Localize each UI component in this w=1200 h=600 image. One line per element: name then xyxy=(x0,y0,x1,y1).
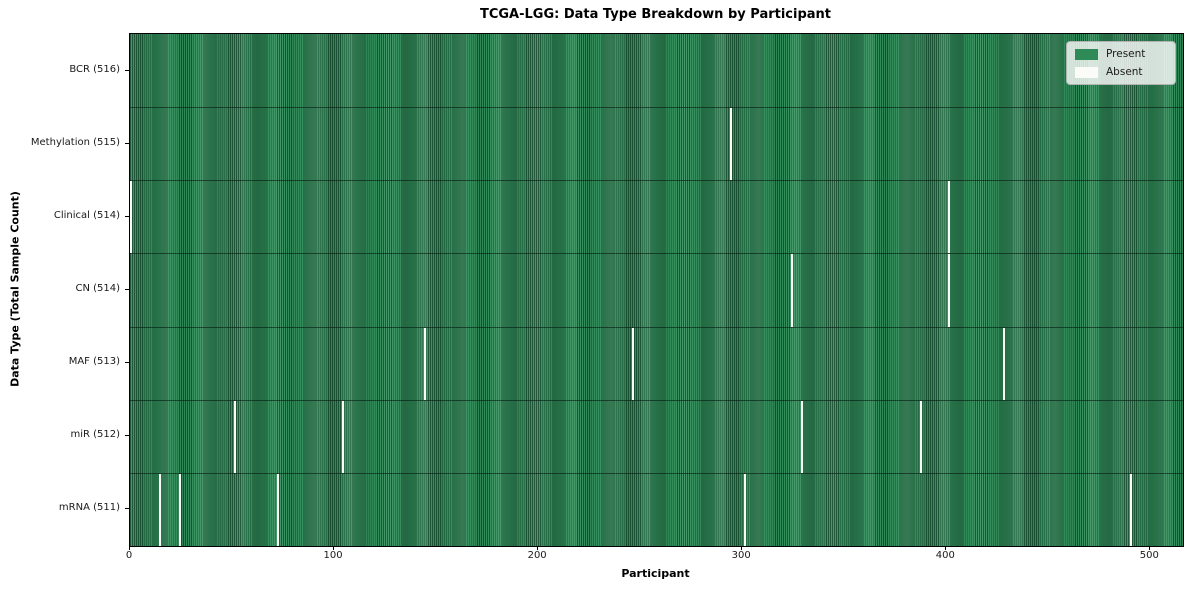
y-tick-label-maf: MAF (513) xyxy=(68,356,120,368)
x-tick-mark xyxy=(128,546,130,550)
x-tick-label-500: 500 xyxy=(1139,550,1159,561)
heatmap-row-methylation xyxy=(130,107,1183,181)
x-tick-label-200: 200 xyxy=(527,550,547,561)
plot-area: Present Absent xyxy=(129,33,1184,547)
chart-title: TCGA-LGG: Data Type Breakdown by Partici… xyxy=(479,7,832,22)
absent-mark xyxy=(342,400,345,473)
y-tick-label-mir: miR (512) xyxy=(70,429,120,441)
absent-mark xyxy=(744,473,747,546)
x-tick-mark xyxy=(536,546,538,550)
absent-mark xyxy=(423,327,426,400)
heatmap-row-mrna xyxy=(130,472,1183,546)
legend: Present Absent xyxy=(1066,41,1176,85)
y-tick-mark xyxy=(125,435,129,437)
absent-mark xyxy=(729,108,732,181)
absent-mark xyxy=(130,181,133,254)
y-tick-mark xyxy=(125,289,129,290)
legend-item-present: Present xyxy=(1075,48,1167,60)
heatmap-row-cn xyxy=(130,253,1183,327)
absent-mark xyxy=(919,400,922,473)
heatmap-row-clinical xyxy=(130,180,1183,254)
x-tick-label-100: 100 xyxy=(323,550,343,561)
absent-mark xyxy=(276,473,279,546)
y-tick-label-bcr: BCR (516) xyxy=(69,63,120,75)
legend-label-present: Present xyxy=(1106,48,1146,60)
y-tick-mark xyxy=(125,142,129,144)
y-tick-label-clinical: Clinical (514) xyxy=(53,209,120,221)
heatmap-row-bcr xyxy=(130,34,1183,108)
x-tick-mark xyxy=(740,546,742,550)
absent-mark xyxy=(234,400,237,473)
y-tick-mark xyxy=(125,69,129,71)
absent-mark xyxy=(632,327,635,400)
x-tick-mark xyxy=(332,546,334,550)
absent-mark xyxy=(158,473,161,546)
present-swatch xyxy=(1075,48,1098,60)
absent-mark xyxy=(791,254,794,327)
absent-mark xyxy=(1003,327,1006,400)
absent-mark xyxy=(948,181,951,254)
x-tick-label-0: 0 xyxy=(125,550,133,561)
absent-mark xyxy=(178,473,181,546)
absent-mark xyxy=(948,254,951,327)
absent-mark xyxy=(1129,473,1132,546)
y-tick-label-mrna: mRNA (511) xyxy=(58,502,120,514)
heatmap-row-mir xyxy=(130,399,1183,473)
x-tick-label-400: 400 xyxy=(935,550,955,561)
y-tick-mark xyxy=(125,215,129,217)
x-tick-mark xyxy=(1148,546,1150,550)
heatmap-row-maf xyxy=(130,326,1183,400)
x-axis-label: Participant xyxy=(621,567,690,580)
x-tick-mark xyxy=(944,546,946,550)
legend-label-absent: Absent xyxy=(1106,66,1143,78)
absent-swatch xyxy=(1075,66,1098,78)
y-tick-mark xyxy=(125,362,129,364)
x-tick-label-300: 300 xyxy=(731,550,751,561)
y-tick-label-methylation: Methylation (515) xyxy=(30,136,120,148)
y-tick-mark xyxy=(125,508,129,510)
absent-mark xyxy=(801,400,804,473)
legend-item-absent: Absent xyxy=(1075,66,1167,78)
y-tick-label-cn: CN (514) xyxy=(75,283,120,294)
